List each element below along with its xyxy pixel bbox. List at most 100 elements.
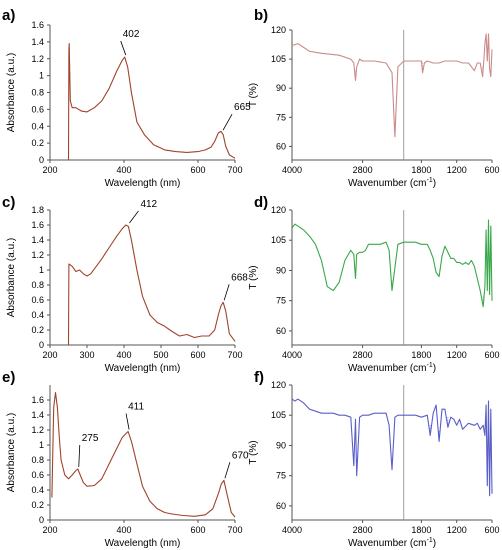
y-tick-label: 0: [39, 155, 44, 165]
x-tick-label: 4000: [282, 525, 302, 535]
spectrum-line: [67, 224, 236, 346]
panel-label: d): [254, 194, 268, 211]
y-tick-label: 1.4: [31, 235, 44, 245]
y-tick-label: 0: [39, 340, 44, 350]
spectrum-line: [67, 43, 236, 161]
peak-label: 665: [234, 102, 251, 113]
y-tick-label: 0.6: [31, 104, 44, 114]
peak-label: 668: [231, 272, 248, 283]
annotation-pointer: [120, 40, 127, 56]
y-axis-title: T (%): [248, 83, 259, 107]
x-tick-label: 700: [227, 525, 242, 535]
x-axis-title: Wavelength (nm): [105, 538, 181, 549]
y-tick-label: 1.8: [31, 205, 44, 215]
y-tick-label: 0.4: [31, 121, 44, 131]
x-tick-label: 200: [42, 525, 57, 535]
y-tick-label: 1: [39, 440, 44, 450]
x-tick-label: 600: [190, 165, 205, 175]
x-tick-label: 1800: [411, 165, 431, 175]
y-tick-label: 0.4: [31, 310, 44, 320]
y-tick-label: 1: [39, 71, 44, 81]
y-tick-label: 0.8: [31, 88, 44, 98]
spectrum-line: [51, 391, 236, 518]
panel-f: f) 60 75 90 105 120 4000 2800 1800 1200 600 Wavenum…: [248, 369, 500, 549]
panel-a: a) 0 0.2 0.4 0.6 0.8 1 1.2 1.4 1.6 200 400 600 700 Wav…: [2, 7, 251, 189]
panel-label: a): [2, 7, 15, 24]
x-tick-label: 600: [484, 350, 499, 360]
y-tick-label: 75: [276, 296, 286, 306]
y-tick-label: 1.2: [31, 250, 44, 260]
x-tick-label: 1800: [411, 350, 431, 360]
y-tick-label: 1.6: [31, 220, 44, 230]
panel-c: c) 0 0.2 0.4 0.6 0.8 1 1.2 1.4 1.6 1.8 200 300 400 500…: [2, 194, 248, 374]
y-tick-label: 0.2: [31, 138, 44, 148]
x-tick-label: 600: [190, 525, 205, 535]
x-axis-title: Wavenumber (cm-1): [348, 537, 436, 549]
x-axis-title: Wavelength (nm): [105, 178, 181, 189]
spectrum-line: [291, 398, 493, 497]
spectrum-line: [291, 219, 493, 308]
annotation-pointer: [224, 462, 231, 479]
x-tick-label: 300: [79, 350, 94, 360]
x-tick-label: 400: [116, 350, 131, 360]
y-tick-label: 0.6: [31, 295, 44, 305]
x-tick-label: 2800: [353, 350, 373, 360]
panel-b: b) 60 75 90 105 120 4000 2800 1800 1200 600 Wavenum…: [248, 7, 500, 189]
annotation-pointer: [78, 444, 81, 468]
y-tick-label: 0.8: [31, 455, 44, 465]
x-tick-label: 2800: [353, 165, 373, 175]
x-tick-label: 500: [153, 350, 168, 360]
y-tick-label: 105: [271, 235, 286, 245]
peak-label: 670: [232, 450, 249, 461]
y-tick-label: 0.2: [31, 325, 44, 335]
x-tick-label: 4000: [282, 165, 302, 175]
x-axis-title: Wavelength (nm): [105, 363, 181, 374]
x-tick-label: 400: [116, 165, 131, 175]
x-tick-label: 400: [116, 525, 131, 535]
y-tick-label: 0: [39, 515, 44, 525]
x-axis-title: Wavenumber (cm-1): [348, 362, 436, 374]
y-tick-label: 1.6: [31, 395, 44, 405]
y-tick-label: 1.2: [31, 425, 44, 435]
panel-d: d) 60 75 90 105 120 4000 2800 1800 1200 600 Wavenum…: [248, 194, 500, 374]
y-axis-title: T (%): [248, 440, 259, 464]
panel-label: e): [2, 369, 15, 386]
y-tick-label: 0.4: [31, 485, 44, 495]
y-tick-label: 0.6: [31, 470, 44, 480]
panel-e: e) 0 0.2 0.4 0.6 0.8 1 1.2 1.4 1.6 200 400 600 700 Wav…: [2, 369, 249, 549]
x-tick-label: 200: [42, 350, 57, 360]
y-tick-label: 0.8: [31, 280, 44, 290]
peak-label: 411: [128, 402, 144, 413]
y-axis-title: Absorbance (a.u.): [6, 238, 17, 318]
y-tick-label: 75: [276, 471, 286, 481]
x-tick-label: 600: [190, 350, 205, 360]
x-tick-label: 4000: [282, 350, 302, 360]
x-tick-label: 200: [42, 165, 57, 175]
y-axis-title: T (%): [248, 265, 259, 289]
annotation-pointer: [222, 113, 233, 131]
y-tick-label: 0.2: [31, 500, 44, 510]
x-tick-label: 2800: [353, 525, 373, 535]
annotation-pointer: [125, 413, 130, 430]
y-tick-label: 1.2: [31, 54, 44, 64]
x-axis-title: Wavenumber (cm-1): [348, 177, 436, 189]
x-tick-label: 700: [227, 350, 242, 360]
x-tick-label: 700: [227, 165, 242, 175]
x-tick-label: 600: [484, 165, 499, 175]
y-tick-label: 60: [276, 326, 286, 336]
panel-label: c): [2, 194, 15, 211]
x-tick-label: 600: [484, 525, 499, 535]
y-tick-label: 90: [276, 265, 286, 275]
peak-label: 402: [123, 29, 140, 40]
annotation-pointer: [223, 284, 230, 301]
y-tick-label: 1.6: [31, 20, 44, 30]
y-tick-label: 75: [276, 112, 286, 122]
spectrum-line: [291, 33, 493, 138]
y-tick-label: 60: [276, 141, 286, 151]
peak-label: 275: [82, 433, 99, 444]
y-axis-title: Absorbance (a.u.): [6, 413, 17, 493]
y-tick-label: 90: [276, 440, 286, 450]
y-tick-label: 60: [276, 501, 286, 511]
x-tick-label: 1200: [447, 350, 467, 360]
